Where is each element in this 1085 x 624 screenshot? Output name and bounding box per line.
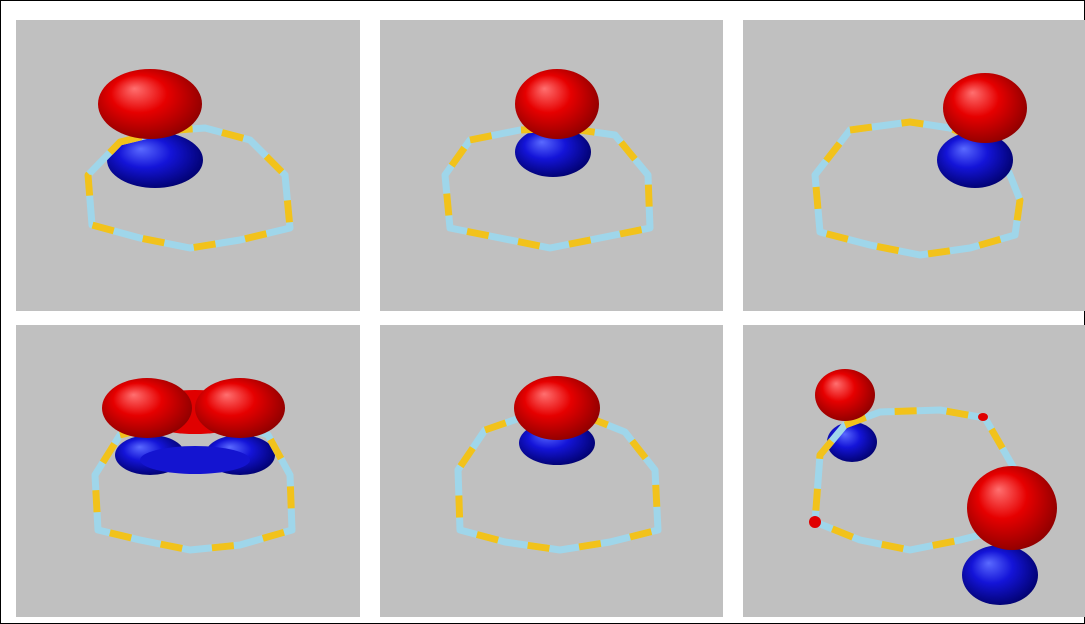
molecule [811, 73, 1027, 259]
orbital-lobe [98, 69, 202, 139]
orbital-lobe [978, 413, 988, 421]
molecule [84, 69, 294, 252]
panel [743, 20, 1085, 311]
orbital-lobe [943, 73, 1027, 143]
orbital-lobe [195, 378, 285, 438]
panel [380, 325, 723, 617]
ring-atoms [441, 124, 654, 252]
molecule [809, 369, 1057, 605]
orbital-lobe [107, 132, 203, 188]
orbital-lobe [514, 376, 600, 440]
ring-atoms [811, 118, 1024, 259]
orbital-lobe [515, 69, 599, 139]
molecule [454, 376, 662, 554]
orbital-lobe [515, 127, 591, 177]
ring-atoms [84, 124, 294, 252]
orbital-lobe [967, 466, 1057, 550]
orbital-lobe [815, 369, 875, 421]
ring-atoms [454, 414, 662, 554]
orbital-lobe [809, 516, 821, 528]
orbital-lobe [140, 446, 250, 474]
molecule [91, 378, 296, 554]
orbital-lobe [937, 132, 1013, 188]
orbital-lobe [102, 378, 192, 438]
molecule [441, 69, 654, 252]
orbital-lobe [962, 545, 1038, 605]
